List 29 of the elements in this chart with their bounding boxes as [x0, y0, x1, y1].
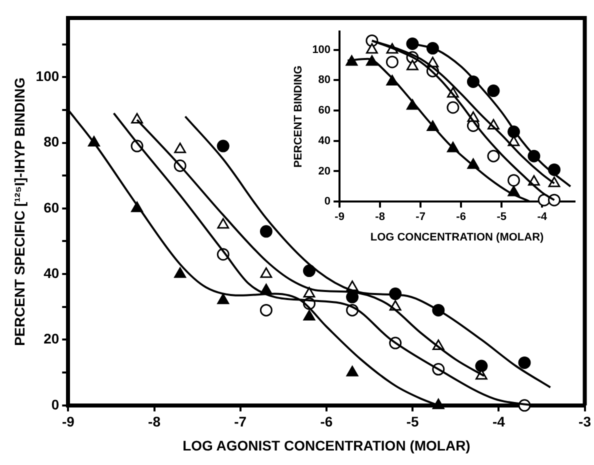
x-tick-label: -7	[416, 211, 426, 224]
y-tick-label: 40	[318, 134, 331, 147]
y-tick-label: 20	[318, 165, 331, 178]
y-tick-label: 20	[44, 330, 60, 347]
x-axis-title: LOG AGONIST CONCENTRATION (MOLAR)	[182, 437, 470, 454]
x-tick-label: -6	[456, 211, 466, 224]
x-axis-title: LOG CONCENTRATION (MOLAR)	[370, 231, 544, 244]
y-axis-title: PERCENT SPECIFIC [¹²⁵I]-IHYP BINDING	[11, 77, 28, 346]
x-tick-label: -4	[537, 211, 548, 224]
y-tick-label: 60	[318, 104, 331, 117]
y-axis-title: PERCENT BINDING	[292, 66, 305, 168]
x-tick-label: -5	[496, 211, 506, 224]
y-tick-label: 0	[51, 396, 60, 412]
x-tick-label: -3	[578, 414, 592, 430]
x-tick-label: -8	[375, 211, 385, 224]
y-tick-label: 80	[318, 74, 331, 86]
y-tick-label: 80	[44, 134, 60, 150]
x-tick-label: -5	[406, 414, 420, 430]
y-tick-label: 60	[44, 199, 60, 216]
x-tick-label: -4	[492, 414, 506, 430]
x-tick-label: -8	[148, 414, 161, 430]
x-tick-label: -9	[334, 211, 344, 224]
x-tick-label: -9	[62, 414, 75, 430]
y-tick-label: 0	[324, 196, 331, 208]
x-tick-label: -6	[320, 414, 333, 430]
x-tick-label: -7	[234, 414, 247, 430]
y-tick-label: 100	[36, 68, 60, 84]
y-tick-label: 100	[312, 44, 331, 56]
y-tick-label: 40	[44, 264, 60, 281]
